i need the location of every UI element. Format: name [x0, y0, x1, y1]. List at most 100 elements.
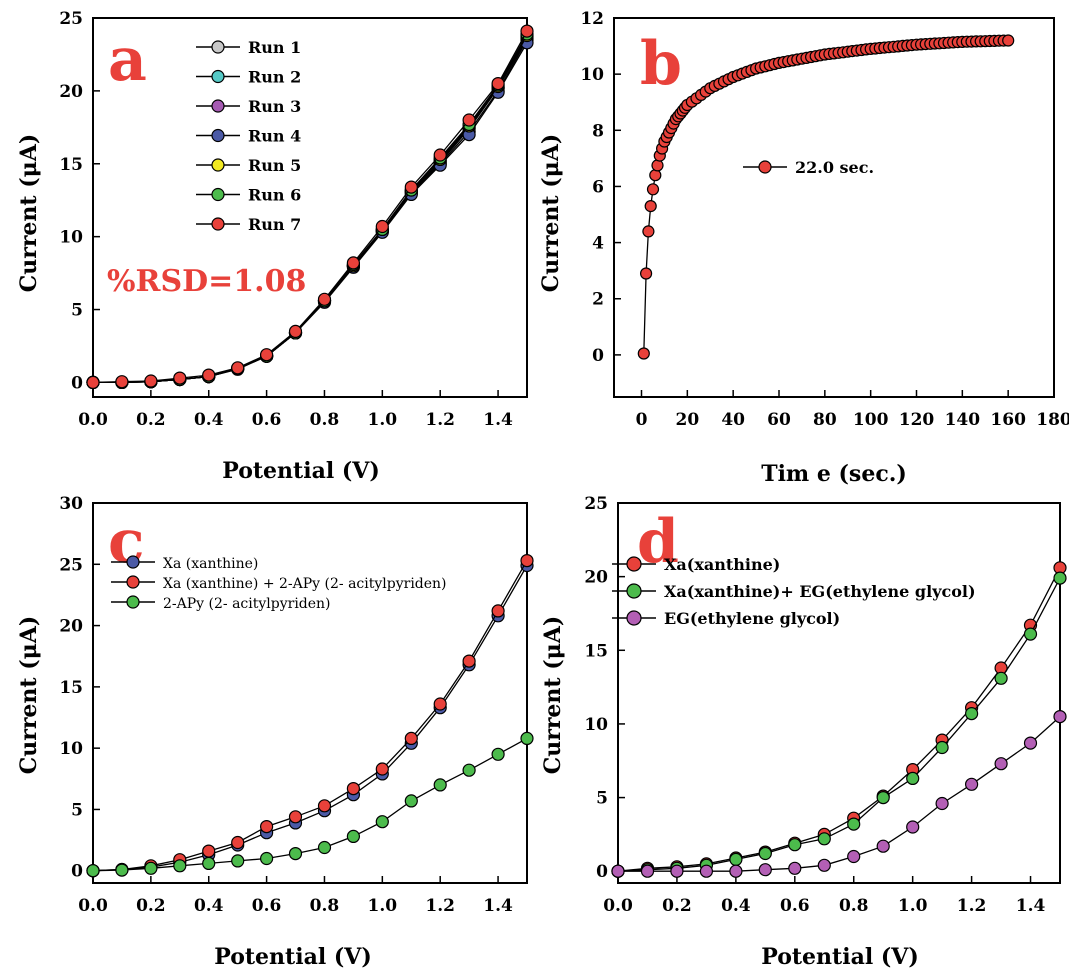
x-tick-label: 0 [636, 410, 648, 430]
data-point [433, 697, 447, 711]
data-point [375, 219, 389, 234]
x-tick-label: 0.2 [136, 410, 166, 430]
legend-label: Run 4 [248, 127, 301, 146]
legend-label: Xa(xanthine) [664, 555, 780, 574]
x-tick-label: 0.4 [194, 896, 224, 916]
legend-label: Run 6 [248, 186, 301, 205]
y-tick-label: 30 [59, 494, 83, 514]
y-tick-label: 8 [592, 121, 604, 141]
data-point [317, 840, 332, 855]
y-tick-label: 25 [584, 494, 608, 514]
y-tick-label: 6 [592, 177, 604, 197]
panel-letter-b: b [640, 29, 682, 99]
legend-marker [126, 555, 140, 569]
data-point [640, 864, 655, 878]
legend-marker [626, 610, 642, 626]
x-axis-label-b: Tim e (sec.) [761, 461, 907, 487]
data-point [520, 24, 534, 38]
x-axis-label-a: Potential (V) [222, 458, 379, 484]
data-point [639, 267, 653, 280]
y-tick-label: 10 [584, 715, 608, 735]
series-line [93, 39, 528, 384]
data-point [462, 654, 476, 668]
data-point [964, 706, 979, 721]
y-tick-label: 5 [71, 301, 83, 321]
data-point [375, 815, 389, 829]
data-point [1023, 736, 1038, 750]
plot-frame [617, 502, 1061, 884]
data-point [173, 859, 187, 873]
x-tick-label: 0.4 [194, 410, 224, 430]
legend-marker [758, 160, 772, 174]
data-point [115, 375, 129, 389]
data-point [670, 864, 684, 878]
data-point [404, 794, 418, 808]
legend-label: Xa (xanthine) [163, 556, 258, 572]
data-point [346, 829, 360, 844]
legend-marker [211, 158, 225, 172]
data-point [906, 771, 920, 786]
data-point [346, 256, 360, 270]
y-tick-label: 20 [584, 568, 608, 588]
x-tick-label: 180 [1036, 410, 1069, 430]
data-point [699, 864, 714, 878]
panel-a: a %RSD=1.08 Potential (V) Current (μA) 0… [16, 9, 534, 484]
data-point [758, 846, 772, 861]
data-point [317, 292, 332, 306]
panel-letter-a: a [108, 25, 147, 95]
series-line [93, 42, 528, 384]
x-tick-label: 1.4 [1016, 896, 1046, 916]
x-tick-label: 120 [899, 410, 935, 430]
data-point [231, 835, 245, 850]
legend-marker [126, 575, 140, 589]
data-point [788, 838, 802, 852]
series-line [93, 36, 528, 384]
data-point [288, 324, 303, 338]
data-point [231, 854, 245, 868]
legend-marker [126, 595, 140, 609]
data-point [637, 347, 650, 360]
y-tick-label: 0 [71, 373, 83, 393]
x-axis-label-c: Potential (V) [214, 944, 371, 970]
data-point [876, 790, 890, 805]
x-tick-label: 1.4 [483, 896, 513, 916]
plot-frame [92, 502, 528, 884]
data-point [847, 849, 861, 864]
data-point [202, 856, 216, 871]
x-tick-label: 0.2 [662, 896, 692, 916]
y-tick-label: 0 [592, 346, 604, 366]
panel-letter-c: c [108, 507, 145, 577]
x-tick-label: 0.6 [780, 896, 810, 916]
y-tick-label: 20 [59, 617, 83, 637]
data-point [86, 375, 100, 389]
legend-marker [626, 556, 642, 572]
data-point [317, 799, 332, 813]
x-axis-label-d: Potential (V) [761, 944, 918, 970]
series-line [93, 35, 528, 384]
legend-marker [211, 217, 225, 231]
data-point [260, 348, 274, 362]
data-point [876, 839, 890, 853]
series-line [93, 38, 528, 384]
data-point [758, 863, 772, 877]
data-point [202, 844, 216, 858]
y-tick-label: 2 [592, 290, 604, 310]
x-tick-label: 0.2 [136, 896, 166, 916]
legend-label: Run 3 [248, 97, 301, 116]
legend-label: Xa(xanthine)+ EG(ethylene glycol) [664, 582, 976, 601]
x-tick-label: 1.2 [425, 410, 455, 430]
data-point [520, 731, 534, 746]
plot-frame [92, 17, 528, 398]
panel-d: d Potential (V) Current (μA) 0.0 0.2 0.4 0.… [540, 494, 1067, 970]
data-point [935, 740, 949, 755]
data-point [906, 820, 920, 834]
x-tick-label: 1.0 [368, 896, 398, 916]
plot-frame [613, 17, 1055, 398]
x-tick-label: 80 [813, 410, 837, 430]
legend-label: 2-APy (2- acitylpyriden) [163, 596, 331, 612]
legend-label: Run 2 [248, 68, 301, 87]
x-tick-label: 140 [945, 410, 981, 430]
y-tick-label: 20 [59, 82, 83, 102]
data-point [433, 148, 447, 162]
x-tick-label: 0.6 [252, 896, 282, 916]
